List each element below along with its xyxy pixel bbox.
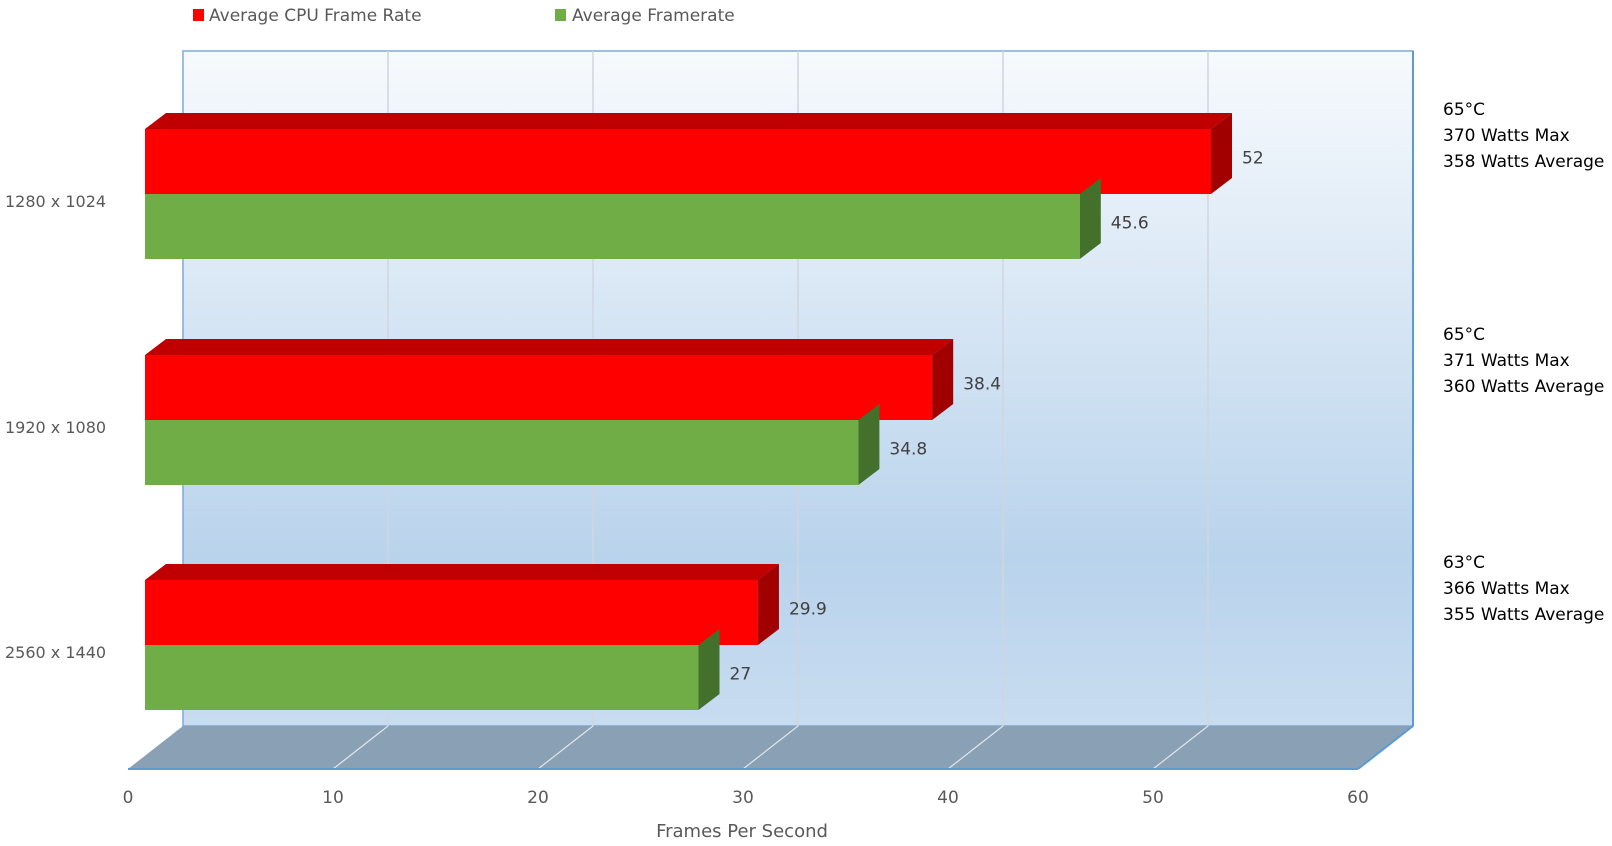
data-label: 29.9 xyxy=(789,600,827,620)
data-label: 45.6 xyxy=(1111,214,1149,234)
labels: 0 10 20 30 40 50 60 1280 x 1024 52 45.6 65°C 370 Wa… xyxy=(5,100,1604,808)
floor-gridline xyxy=(332,725,389,770)
x-tick-label: 60 xyxy=(1347,788,1369,808)
bar-side-face xyxy=(757,564,779,645)
annotation-line: 370 Watts Max xyxy=(1443,126,1570,146)
floor-gridline xyxy=(742,725,799,770)
legend: Average CPU Frame Rate Average Framerate xyxy=(193,6,735,26)
bar-top-face xyxy=(145,113,1232,129)
legend-swatch-cpu xyxy=(193,9,204,21)
x-tick-label: 40 xyxy=(937,788,959,808)
bar-cpu-frame-rate xyxy=(145,129,1211,194)
bar-top-face xyxy=(145,339,954,355)
annotation-line: 65°C xyxy=(1443,325,1485,345)
y-category-label: 1280 x 1024 xyxy=(5,192,106,211)
x-tick-label: 10 xyxy=(322,788,344,808)
annotation-line: 366 Watts Max xyxy=(1443,579,1570,599)
x-tick-label: 50 xyxy=(1142,788,1164,808)
legend-swatch-fps xyxy=(555,9,566,21)
bar-top-face xyxy=(145,564,779,580)
bar-average-framerate xyxy=(145,420,859,485)
x-tick-label: 0 xyxy=(123,788,134,808)
data-label: 27 xyxy=(730,665,752,685)
data-label: 34.8 xyxy=(889,440,927,460)
y-category-label: 1920 x 1080 xyxy=(5,418,106,437)
annotation-line: 355 Watts Average xyxy=(1443,605,1604,625)
floor-gridline xyxy=(1152,725,1209,770)
floor-gridline xyxy=(947,725,1004,770)
floor xyxy=(128,51,1414,770)
data-label: 52 xyxy=(1242,149,1264,169)
y-category-label: 2560 x 1440 xyxy=(5,643,106,662)
x-tick-label: 20 xyxy=(527,788,549,808)
bars xyxy=(145,113,1232,710)
bar-side-face xyxy=(932,339,954,420)
x-tick-label: 30 xyxy=(732,788,754,808)
bar-cpu-frame-rate xyxy=(145,355,933,420)
bar-average-framerate xyxy=(145,645,699,710)
bar-average-framerate xyxy=(145,194,1080,259)
annotation-line: 371 Watts Max xyxy=(1443,351,1570,371)
annotation-line: 65°C xyxy=(1443,100,1485,120)
legend-label-fps: Average Framerate xyxy=(572,6,735,26)
x-axis-title: Frames Per Second xyxy=(656,821,828,842)
bar-side-face xyxy=(1211,113,1232,194)
legend-label-cpu: Average CPU Frame Rate xyxy=(209,6,422,26)
floor-side-edge xyxy=(1357,725,1414,770)
data-label: 38.4 xyxy=(963,375,1001,395)
annotation-line: 63°C xyxy=(1443,553,1485,573)
bar-cpu-frame-rate xyxy=(145,580,758,645)
annotation-line: 360 Watts Average xyxy=(1443,377,1604,397)
bar-side-face xyxy=(698,629,720,710)
floor-gridline xyxy=(537,725,594,770)
bar-side-face xyxy=(858,404,880,485)
annotation-line: 358 Watts Average xyxy=(1443,152,1604,172)
bar-side-face xyxy=(1079,178,1101,259)
